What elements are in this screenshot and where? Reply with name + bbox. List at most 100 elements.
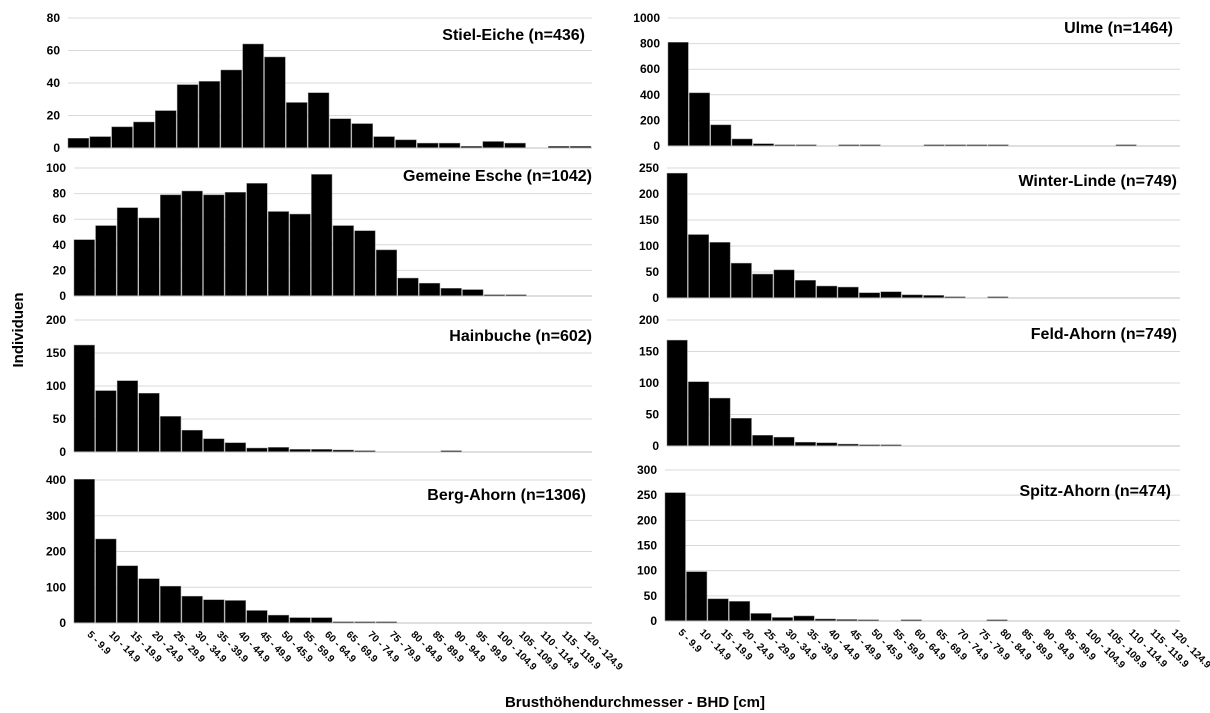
histogram-bar	[709, 242, 731, 299]
y-tick-label: 200	[639, 187, 659, 201]
histogram-bar	[89, 136, 111, 149]
chart-title: Feld-Ahorn (n=749)	[1031, 326, 1177, 343]
chart-title: Spitz-Ahorn (n=474)	[1019, 483, 1171, 500]
histogram-bar	[116, 565, 138, 624]
y-tick-label: 800	[640, 37, 660, 51]
chart-title: Hainbuche (n=602)	[449, 328, 592, 345]
histogram-bar	[95, 225, 117, 297]
histogram-bar	[395, 139, 417, 149]
histogram-bar	[462, 289, 484, 297]
y-tick-label: 20	[53, 263, 67, 277]
histogram-bar	[750, 613, 772, 622]
histogram-bar	[220, 69, 242, 149]
y-tick-label: 100	[46, 580, 66, 594]
histogram-bar	[311, 617, 333, 624]
histogram-bar	[176, 84, 199, 149]
histogram-bar	[667, 42, 689, 147]
histogram-bar	[95, 390, 117, 453]
histogram-bar	[181, 190, 203, 297]
y-tick-label: 300	[46, 509, 66, 523]
histogram-bar	[752, 273, 774, 299]
y-tick-label: 50	[646, 265, 660, 279]
histogram-bar	[268, 614, 290, 624]
histogram-bar	[438, 142, 461, 149]
y-tick-label: 150	[639, 213, 659, 227]
y-tick-label: 250	[639, 161, 659, 175]
y-tick-label: 1000	[633, 11, 660, 25]
histogram-bar	[773, 269, 795, 299]
y-tick-label: 600	[640, 62, 660, 76]
y-tick-label: 0	[59, 445, 66, 459]
y-tick-label: 80	[47, 11, 61, 25]
histogram-bar	[332, 225, 354, 297]
histogram-bar	[203, 194, 225, 297]
histogram-bar	[307, 92, 330, 149]
histogram-bar	[160, 416, 182, 453]
histogram-bar	[289, 617, 311, 624]
y-tick-label: 0	[59, 616, 66, 630]
histogram-bar	[242, 43, 264, 149]
y-tick-label: 20	[47, 109, 61, 123]
histogram-bar	[730, 418, 752, 447]
histogram-bar	[246, 447, 268, 453]
histogram-bar	[710, 124, 732, 147]
chart-title: Ulme (n=1464)	[1064, 20, 1173, 37]
histogram-bar	[160, 194, 182, 297]
histogram-bar	[772, 617, 794, 622]
histogram-bar	[138, 578, 160, 624]
histogram-bar	[707, 598, 729, 622]
histogram-bar	[440, 288, 462, 297]
y-tick-label: 400	[46, 473, 66, 487]
histogram-bar	[286, 102, 308, 149]
histogram-bar	[181, 595, 203, 624]
histogram-bar	[95, 538, 117, 624]
y-tick-label: 200	[46, 313, 66, 327]
histogram-bar	[795, 280, 816, 299]
histogram-bar	[709, 397, 731, 447]
histogram-bar	[73, 239, 95, 297]
chart-panel: 0 20 40 60 80 Stiel-Eiche (n=436)	[47, 11, 592, 155]
y-tick-label: 200	[639, 313, 659, 327]
y-tick-label: 100	[46, 379, 66, 393]
histogram-bar	[375, 249, 397, 297]
histogram-bar	[417, 142, 439, 149]
histogram-bar	[795, 441, 816, 447]
histogram-bar	[837, 286, 859, 299]
histogram-bar	[73, 479, 95, 624]
histogram-bar	[880, 291, 902, 299]
histogram-bar	[793, 615, 815, 622]
histogram-bar	[816, 285, 838, 299]
y-tick-label: 100	[639, 376, 659, 390]
histogram-bar	[73, 344, 95, 453]
chart-panel: 0 200 400 600 800 1000 Ulme (n=1464)	[633, 11, 1180, 153]
y-tick-label: 0	[650, 614, 657, 628]
y-tick-label: 0	[53, 141, 60, 155]
histogram-bar	[686, 571, 708, 622]
y-tick-label: 0	[652, 439, 659, 453]
histogram-bar	[689, 92, 710, 147]
histogram-bar	[155, 110, 177, 149]
histogram-bar	[329, 118, 352, 149]
histogram-bar	[181, 429, 203, 453]
histogram-bar	[397, 277, 419, 297]
histogram-bar	[729, 601, 751, 622]
y-axis-label: Individuen	[10, 293, 27, 368]
y-tick-label: 300	[637, 463, 657, 477]
chart-panel: 0 50 100 150 200 Feld-Ahorn (n=749)	[639, 313, 1180, 453]
y-tick-label: 150	[637, 539, 657, 553]
y-tick-label: 0	[653, 139, 660, 153]
x-axis-label: Brusthöhendurchmesser - BHD [cm]	[505, 694, 765, 711]
y-tick-label: 0	[652, 291, 659, 305]
chart-title: Winter-Linde (n=749)	[1018, 173, 1177, 190]
histogram-bar	[67, 138, 90, 149]
histogram-bar	[160, 585, 182, 624]
histogram-bar	[224, 192, 246, 297]
histogram-bar	[351, 123, 373, 149]
histogram-bar	[311, 174, 333, 297]
y-tick-label: 60	[53, 212, 67, 226]
y-tick-label: 40	[47, 76, 61, 90]
histogram-bar	[203, 438, 225, 453]
y-tick-label: 400	[640, 88, 660, 102]
